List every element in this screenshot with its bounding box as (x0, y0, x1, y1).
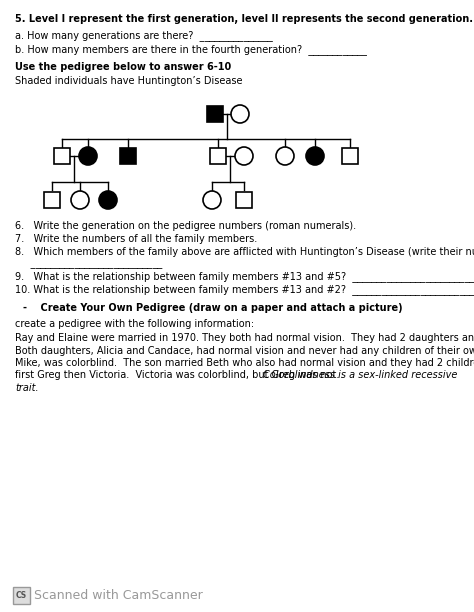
Ellipse shape (71, 191, 89, 209)
Text: Both daughters, Alicia and Candace, had normal vision and never had any children: Both daughters, Alicia and Candace, had … (15, 346, 474, 356)
Text: ___________________________: ___________________________ (15, 258, 162, 268)
Bar (120, 148, 136, 164)
Text: b. How many members are there in the fourth generation?  ____________: b. How many members are there in the fou… (15, 44, 367, 55)
Text: a. How many generations are there?  _______________: a. How many generations are there? _____… (15, 30, 273, 41)
Ellipse shape (79, 147, 97, 165)
Bar (54, 148, 70, 164)
Text: 10. What is the relationship between family members #13 and #2?  _______________: 10. What is the relationship between fam… (15, 284, 474, 295)
Ellipse shape (231, 105, 249, 123)
Bar (207, 106, 223, 122)
Text: 5. Level I represent the first generation, level II represents the second genera: 5. Level I represent the first generatio… (15, 14, 473, 24)
Bar (236, 192, 252, 208)
Text: Ray and Elaine were married in 1970. They both had normal vision.  They had 2 da: Ray and Elaine were married in 1970. The… (15, 333, 474, 343)
Text: Colorblindness is a sex-linked recessive: Colorblindness is a sex-linked recessive (264, 370, 458, 381)
Text: 7.   Write the numbers of all the family members.: 7. Write the numbers of all the family m… (15, 234, 257, 244)
Text: Use the pedigree below to answer 6-10: Use the pedigree below to answer 6-10 (15, 62, 231, 72)
Text: 9.   What is the relationship between family members #13 and #5?  ______________: 9. What is the relationship between fami… (15, 271, 474, 282)
Bar (44, 192, 60, 208)
Text: 8.   Which members of the family above are afflicted with Huntington’s Disease (: 8. Which members of the family above are… (15, 247, 474, 257)
Ellipse shape (276, 147, 294, 165)
Text: -    Create Your Own Pedigree (draw on a paper and attach a picture): - Create Your Own Pedigree (draw on a pa… (23, 303, 402, 313)
Ellipse shape (203, 191, 221, 209)
FancyBboxPatch shape (13, 587, 30, 604)
Text: create a pedigree with the following information:: create a pedigree with the following inf… (15, 319, 254, 329)
Text: Mike, was colorblind.  The son married Beth who also had normal vision and they : Mike, was colorblind. The son married Be… (15, 358, 474, 368)
Ellipse shape (306, 147, 324, 165)
Text: first Greg then Victoria.  Victoria was colorblind, but Greg was not.: first Greg then Victoria. Victoria was c… (15, 370, 343, 381)
Text: trait.: trait. (15, 383, 38, 393)
Ellipse shape (99, 191, 117, 209)
Text: Shaded individuals have Huntington’s Disease: Shaded individuals have Huntington’s Dis… (15, 76, 243, 86)
Ellipse shape (235, 147, 253, 165)
Bar (210, 148, 226, 164)
Text: 6.   Write the generation on the pedigree numbers (roman numerals).: 6. Write the generation on the pedigree … (15, 221, 356, 231)
Bar (342, 148, 358, 164)
Text: Scanned with CamScanner: Scanned with CamScanner (34, 589, 203, 602)
Text: CS: CS (16, 591, 27, 600)
